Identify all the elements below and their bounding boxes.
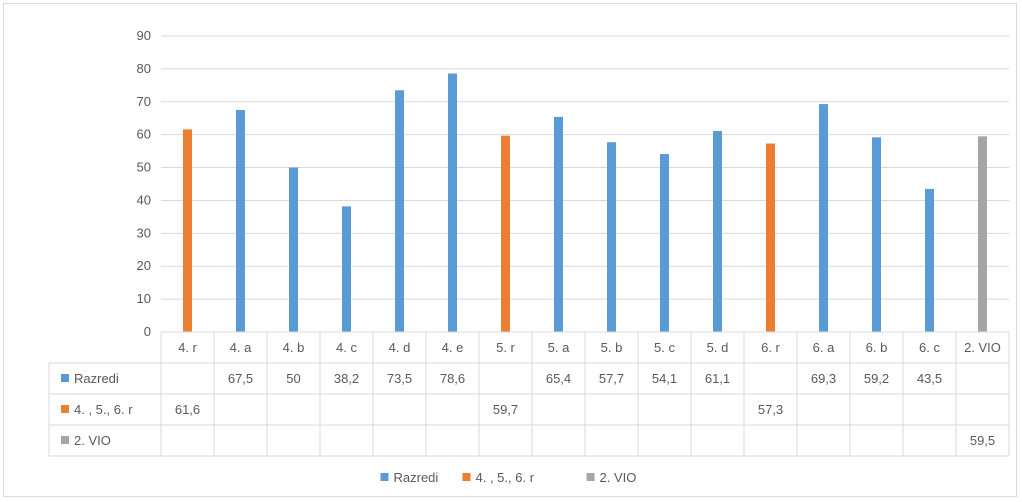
category-label: 4. r — [178, 340, 197, 355]
data-label: 61,6 — [175, 402, 200, 417]
data-label: 50 — [286, 371, 300, 386]
category-label: 5. b — [601, 340, 623, 355]
data-label: 57,7 — [599, 371, 624, 386]
bars — [183, 73, 987, 333]
y-axis-ticks: 0 10 20 30 40 50 60 70 80 90 — [137, 28, 151, 339]
bar — [289, 167, 298, 332]
data-table: 4. r 4. a 4. b 4. c 4. d 4. e 5. r 5. a 5. b 5. c… — [48, 331, 1010, 457]
category-label: 6. r — [761, 340, 780, 355]
bar — [660, 154, 669, 332]
legend-swatch — [380, 473, 389, 481]
data-label: 59,5 — [970, 433, 995, 448]
series-row-label: 4. , 5., 6. r — [74, 402, 133, 417]
y-tick-label: 40 — [137, 192, 151, 207]
data-label: 59,2 — [864, 371, 889, 386]
bar — [819, 104, 828, 332]
bar — [766, 143, 775, 332]
bar — [183, 129, 192, 332]
bar — [978, 136, 987, 332]
y-tick-label: 20 — [137, 258, 151, 273]
data-label: 65,4 — [546, 371, 571, 386]
legend-swatch — [462, 473, 471, 481]
data-label: 67,5 — [228, 371, 253, 386]
bar — [501, 135, 510, 332]
category-label: 4. b — [283, 340, 305, 355]
bar — [713, 131, 722, 332]
chart-frame: 0 10 20 30 40 50 60 70 80 90 4. r 4. a 4. b 4. c 4. d… — [3, 3, 1017, 497]
data-label: 38,2 — [334, 371, 359, 386]
data-label: 73,5 — [387, 371, 412, 386]
category-label: 4. a — [230, 340, 252, 355]
y-tick-label: 90 — [137, 28, 151, 43]
row-legend-swatch — [61, 436, 69, 444]
category-label: 4. e — [442, 340, 464, 355]
bar — [925, 188, 934, 332]
category-label: 4. d — [389, 340, 411, 355]
data-label: 54,1 — [652, 371, 677, 386]
category-label: 5. c — [654, 340, 675, 355]
category-label: 6. a — [813, 340, 835, 355]
y-tick-label: 50 — [137, 160, 151, 175]
bar-chart: 0 10 20 30 40 50 60 70 80 90 4. r 4. a 4. b 4. c 4. d… — [48, 28, 1010, 485]
bar — [554, 116, 563, 332]
data-label: 57,3 — [758, 402, 783, 417]
series-row-label: Razredi — [74, 371, 119, 386]
bar — [342, 206, 351, 332]
y-tick-label: 0 — [144, 324, 151, 339]
category-label: 6. b — [866, 340, 888, 355]
y-tick-label: 30 — [137, 225, 151, 240]
data-label: 43,5 — [917, 371, 942, 386]
y-tick-label: 60 — [137, 127, 151, 142]
legend-entry: 2. VIO — [600, 470, 637, 485]
gridlines — [161, 35, 1009, 333]
bar — [872, 137, 881, 332]
row-legend-swatch — [61, 374, 69, 382]
data-label: 61,1 — [705, 371, 730, 386]
category-label: 5. r — [496, 340, 515, 355]
y-tick-label: 80 — [137, 61, 151, 76]
category-label: 5. a — [548, 340, 570, 355]
category-label: 4. c — [336, 340, 357, 355]
legend-entry: Razredi — [394, 470, 439, 485]
bar — [395, 90, 404, 333]
category-label: 6. c — [919, 340, 940, 355]
category-label: 2. VIO — [964, 340, 1001, 355]
bar — [607, 142, 616, 332]
data-label: 78,6 — [440, 371, 465, 386]
legend: Razredi 4. , 5., 6. r 2. VIO — [380, 470, 637, 485]
series-row-label: 2. VIO — [74, 433, 111, 448]
row-legend-swatch — [61, 405, 69, 413]
y-tick-label: 10 — [137, 291, 151, 306]
bar — [236, 110, 245, 332]
legend-swatch — [586, 473, 595, 481]
bar — [448, 73, 457, 332]
category-label: 5. d — [707, 340, 729, 355]
y-tick-label: 70 — [137, 94, 151, 109]
data-label: 59,7 — [493, 402, 518, 417]
legend-entry: 4. , 5., 6. r — [476, 470, 535, 485]
data-label: 69,3 — [811, 371, 836, 386]
